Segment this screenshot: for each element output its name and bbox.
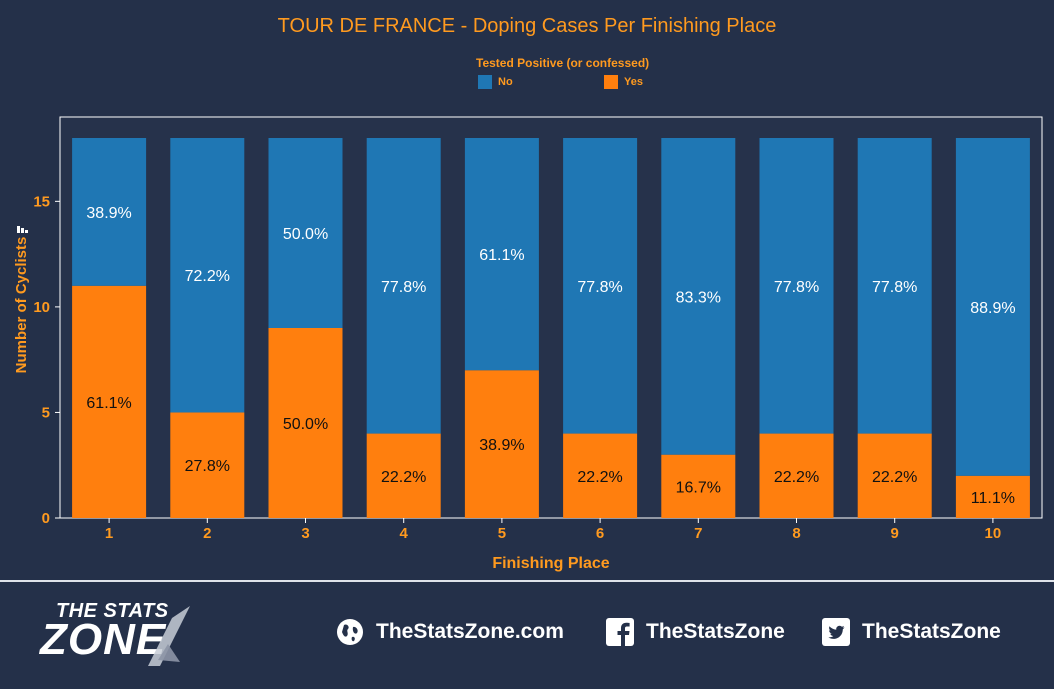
x-axis-label: Finishing Place: [492, 555, 609, 572]
bar-yes-8[interactable]: [759, 433, 834, 518]
bar-no-5[interactable]: [464, 138, 539, 371]
twitter-icon: [822, 618, 850, 646]
data-label-yes-4: 22.2%: [381, 469, 426, 486]
bar-yes-4[interactable]: [366, 433, 441, 518]
y-tick-label: 15: [33, 193, 50, 210]
footer: THE STATS ZONE TheStatsZone.com TheStats…: [0, 582, 1054, 689]
logo-text-top: THE STATS: [56, 600, 169, 622]
chart-title: TOUR DE FRANCE - Doping Cases Per Finish…: [277, 15, 777, 37]
data-label-yes-2: 27.8%: [185, 458, 230, 475]
axis-sort-icon-bar: [25, 230, 28, 233]
data-label-no-3: 50.0%: [283, 226, 328, 243]
data-label-no-1: 38.9%: [86, 205, 131, 222]
x-tick-label: 7: [694, 525, 702, 542]
x-tick-label: 10: [985, 525, 1002, 542]
axis-sort-icon[interactable]: [17, 226, 20, 233]
data-label-no-9: 77.8%: [872, 279, 917, 296]
bar-no-6[interactable]: [563, 138, 638, 434]
data-label-no-7: 83.3%: [676, 289, 721, 306]
data-label-no-5: 61.1%: [479, 247, 524, 264]
globe-icon: [337, 619, 363, 645]
data-label-yes-3: 50.0%: [283, 416, 328, 433]
facebook-text: TheStatsZone: [646, 620, 785, 643]
data-label-yes-9: 22.2%: [872, 469, 917, 486]
bar-no-9[interactable]: [857, 138, 932, 434]
data-label-no-4: 77.8%: [381, 279, 426, 296]
bar-no-4[interactable]: [366, 138, 441, 434]
bar-no-3[interactable]: [268, 138, 343, 328]
website-text: TheStatsZone.com: [376, 620, 564, 643]
y-tick-label: 10: [33, 299, 50, 316]
twitter-link[interactable]: TheStatsZone: [822, 618, 1001, 646]
bar-no-7[interactable]: [661, 138, 736, 455]
data-label-yes-7: 16.7%: [676, 479, 721, 496]
twitter-text: TheStatsZone: [862, 620, 1001, 643]
data-label-yes-5: 38.9%: [479, 437, 524, 454]
bar-yes-10[interactable]: [955, 475, 1030, 518]
footer-divider: [0, 580, 1054, 582]
x-tick-label: 2: [203, 525, 211, 542]
axis-sort-icon-bar: [21, 228, 24, 233]
legend-title: Tested Positive (or confessed): [476, 56, 650, 70]
x-tick-label: 3: [301, 525, 309, 542]
data-label-yes-10: 11.1%: [971, 490, 1015, 507]
legend-item-no[interactable]: No: [478, 75, 513, 89]
stats-zone-logo[interactable]: THE STATS ZONE: [40, 600, 230, 670]
data-label-no-6: 77.8%: [577, 279, 622, 296]
x-tick-label: 8: [792, 525, 800, 542]
bar-yes-2[interactable]: [170, 412, 245, 518]
bar-yes-7[interactable]: [661, 454, 736, 518]
y-tick-label: 5: [42, 404, 50, 421]
y-axis-label: Number of Cyclists: [13, 237, 30, 374]
data-label-yes-6: 22.2%: [577, 469, 622, 486]
bar-no-8[interactable]: [759, 138, 834, 434]
data-label-yes-8: 22.2%: [774, 469, 819, 486]
bar-yes-6[interactable]: [563, 433, 638, 518]
data-label-no-10: 88.9%: [970, 300, 1015, 317]
bar-yes-3[interactable]: [268, 328, 343, 518]
bar-no-1[interactable]: [72, 138, 147, 286]
facebook-icon: [606, 618, 634, 646]
y-tick-label: 0: [42, 510, 50, 527]
x-tick-label: 5: [498, 525, 506, 542]
website-link[interactable]: TheStatsZone.com: [336, 618, 564, 646]
legend-label-no: No: [498, 76, 513, 88]
bar-yes-5[interactable]: [464, 370, 539, 518]
facebook-link[interactable]: TheStatsZone: [606, 618, 785, 646]
x-tick-label: 1: [105, 525, 113, 542]
logo-swoosh-icon: [148, 606, 190, 666]
legend-item-yes[interactable]: Yes: [604, 75, 643, 89]
data-label-no-2: 72.2%: [185, 268, 230, 285]
bar-no-10[interactable]: [955, 138, 1030, 476]
data-label-yes-1: 61.1%: [86, 395, 131, 412]
bar-chart: 0 5 10 15 Number of Cyclists 61.1% 38.9% 1 27.8%…: [13, 116, 1043, 572]
bar-yes-9[interactable]: [857, 433, 932, 518]
data-label-no-8: 77.8%: [774, 279, 819, 296]
legend-label-yes: Yes: [624, 76, 643, 88]
chart-area: TOUR DE FRANCE - Doping Cases Per Finish…: [13, 15, 1043, 572]
x-tick-label: 9: [891, 525, 899, 542]
bar-yes-1[interactable]: [72, 285, 147, 518]
logo-text-bottom: ZONE: [40, 615, 167, 664]
x-tick-label: 6: [596, 525, 604, 542]
bar-no-2[interactable]: [170, 138, 245, 413]
x-tick-label: 4: [400, 525, 409, 542]
legend-swatch-no: [478, 75, 492, 89]
legend-swatch-yes: [604, 75, 618, 89]
